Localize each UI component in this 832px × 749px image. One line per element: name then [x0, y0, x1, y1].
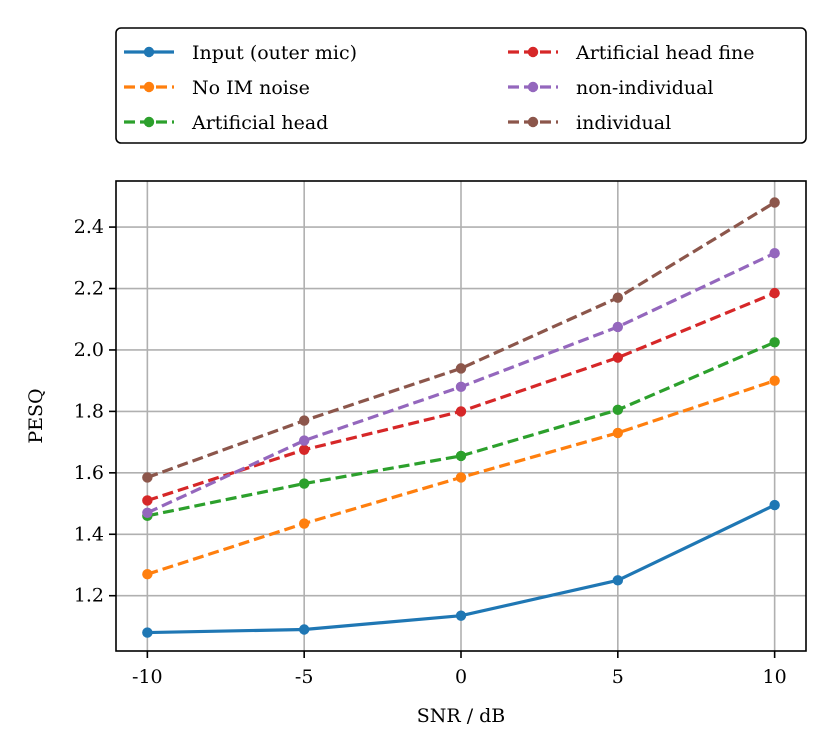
legend-marker	[527, 46, 539, 58]
data-point	[455, 363, 467, 374]
data-point	[298, 415, 310, 426]
x-tick-label: 10	[763, 666, 787, 688]
x-axis-ticks: -10 -5 0 5 10	[132, 651, 787, 688]
data-point	[769, 247, 780, 259]
data-point	[142, 507, 153, 518]
legend-entry-input-outer-mic: Input (outer mic)	[124, 42, 357, 64]
legend-label: Input (outer mic)	[192, 42, 357, 64]
y-axis-ticks: 1.2 1.4 1.6 1.8 2.0 2.2 2.4	[74, 216, 116, 607]
x-tick-label: -10	[132, 666, 163, 688]
data-point	[612, 352, 624, 363]
series-group	[142, 197, 780, 638]
legend-box	[115, 27, 807, 144]
series-non-individual	[142, 247, 780, 518]
data-point	[612, 404, 624, 416]
legend-label: Artificial head fine	[575, 42, 755, 64]
data-point	[298, 624, 310, 635]
legend-marker	[527, 116, 539, 128]
data-point	[142, 569, 153, 580]
legend-label: individual	[576, 112, 671, 134]
x-tick-label: -5	[295, 666, 314, 688]
legend-label: Artificial head	[191, 112, 328, 134]
data-point	[769, 499, 780, 511]
data-point	[298, 435, 310, 446]
series-input-outer-mic	[142, 499, 780, 638]
legend-marker	[527, 81, 539, 93]
legend-marker	[143, 81, 155, 93]
y-tick-label: 1.6	[74, 462, 104, 484]
legend-entry-artificial-head-fine: Artificial head fine	[508, 42, 755, 64]
data-point	[455, 381, 467, 393]
data-point	[142, 495, 153, 506]
legend-label: non-individual	[576, 77, 714, 99]
data-point	[455, 610, 467, 621]
data-point	[612, 321, 624, 333]
y-axis-label: PESQ	[25, 388, 47, 443]
data-point	[769, 287, 780, 299]
legend-entry-artificial-head: Artificial head	[124, 112, 328, 134]
legend: Input (outer mic) No IM noise Artificial h…	[115, 27, 807, 144]
series-artificial-head-fine	[142, 287, 780, 506]
data-point	[769, 337, 780, 348]
legend-label: No IM noise	[192, 77, 310, 99]
data-point	[769, 197, 780, 208]
data-point	[298, 444, 310, 455]
data-point	[142, 472, 153, 483]
y-tick-label: 1.8	[74, 400, 104, 422]
data-point	[612, 292, 624, 303]
legend-marker	[143, 116, 155, 128]
y-tick-label: 2.0	[74, 339, 104, 361]
data-point	[612, 575, 624, 586]
data-point	[298, 518, 310, 529]
series-line-individual	[146, 201, 776, 479]
y-tick-label: 2.2	[74, 278, 104, 300]
legend-entry-non-individual: non-individual	[508, 77, 714, 99]
series-no-im-noise	[142, 375, 780, 580]
data-point	[455, 450, 467, 462]
data-point	[298, 478, 310, 489]
series-line-artificial-head	[147, 340, 776, 518]
data-point	[455, 406, 467, 417]
x-tick-label: 0	[455, 666, 467, 688]
legend-entry-no-im-noise: No IM noise	[124, 77, 310, 99]
data-point	[769, 375, 780, 386]
data-point	[142, 627, 153, 638]
y-tick-label: 2.4	[74, 216, 104, 238]
legend-marker	[143, 46, 155, 58]
x-axis-label: SNR / dB	[417, 705, 506, 727]
data-point	[612, 427, 624, 439]
series-individual	[142, 197, 780, 483]
y-tick-label: 1.2	[74, 585, 104, 607]
y-tick-label: 1.4	[74, 523, 104, 545]
x-tick-label: 5	[612, 666, 624, 688]
data-point	[455, 472, 467, 483]
legend-entry-individual: individual	[508, 112, 671, 134]
